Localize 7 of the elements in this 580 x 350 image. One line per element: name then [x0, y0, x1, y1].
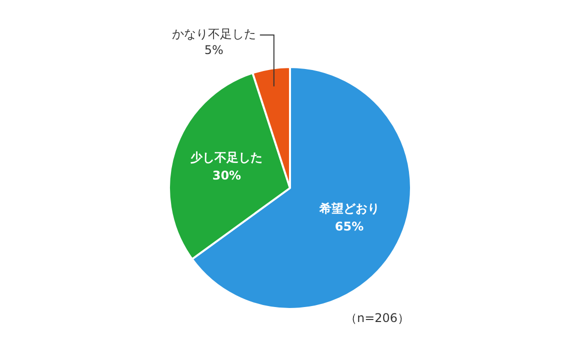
data-label: 65% [334, 219, 364, 234]
slice-label: かなり不足した [172, 27, 256, 42]
data-label: 5% [204, 43, 224, 58]
slice-label: 少し不足した [190, 150, 263, 165]
text: （n=206） [345, 310, 410, 327]
data-label: 30% [212, 168, 242, 183]
slice-label: 希望どおり [318, 201, 380, 216]
